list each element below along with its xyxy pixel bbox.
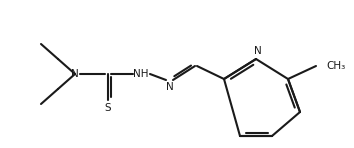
Text: N: N: [254, 46, 262, 56]
Text: N: N: [166, 82, 174, 92]
Text: CH₃: CH₃: [326, 61, 345, 71]
Text: NH: NH: [133, 69, 149, 79]
Text: N: N: [71, 69, 79, 79]
Text: S: S: [105, 103, 111, 113]
